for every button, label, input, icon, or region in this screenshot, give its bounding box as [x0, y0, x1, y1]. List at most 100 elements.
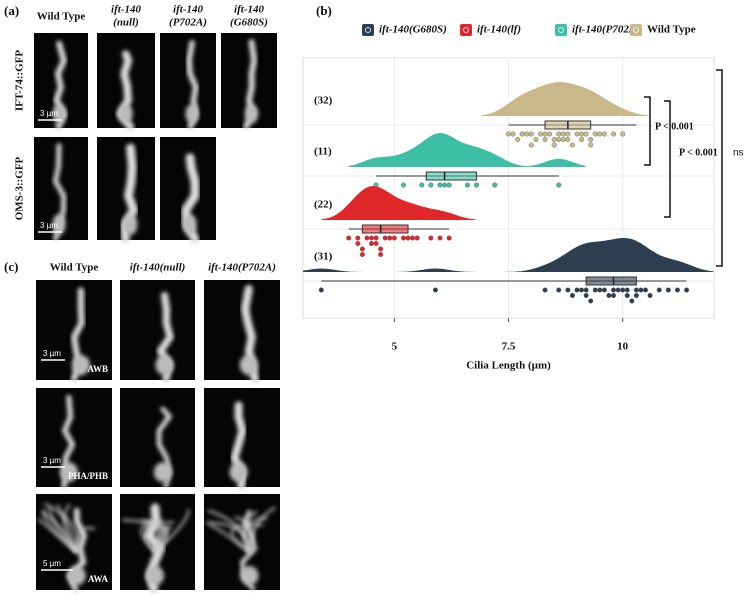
data-point [464, 182, 470, 188]
data-point [400, 235, 406, 241]
data-point [369, 235, 375, 241]
data-point [565, 136, 571, 142]
data-point [378, 246, 384, 252]
data-point [437, 182, 443, 188]
data-point [542, 136, 548, 142]
column-header: ift-140 [111, 4, 141, 16]
data-point [629, 298, 635, 304]
significance-bracket [716, 69, 723, 267]
data-point [410, 235, 416, 241]
data-point [510, 131, 516, 137]
scale-bar-label: 5 µm [43, 559, 61, 568]
data-point [579, 136, 585, 142]
data-point [542, 287, 548, 293]
data-point [519, 131, 525, 137]
x-tick-label: 5 [392, 341, 398, 353]
data-point [601, 287, 607, 293]
region-label: AWA [88, 574, 109, 584]
cilium-branch [208, 524, 251, 553]
cilium-branch [63, 503, 78, 553]
data-point [611, 131, 617, 137]
cilium-base [239, 355, 258, 375]
column-header: Wild Type [37, 11, 86, 23]
scale-bar-label: 3 µm [43, 349, 61, 358]
data-point [633, 293, 639, 299]
data-point [369, 240, 375, 246]
column-header: (null) [113, 17, 139, 29]
data-point [569, 293, 575, 299]
cilium-branch [234, 516, 254, 552]
data-point [391, 235, 397, 241]
data-point [560, 136, 566, 142]
cilium-base [52, 104, 66, 124]
cilium-base [123, 214, 138, 235]
cilium-branch [37, 517, 78, 553]
data-point [588, 298, 594, 304]
panel-label: (b) [316, 3, 332, 18]
significance-bracket [644, 96, 651, 166]
data-point [597, 131, 603, 137]
x-tick-label: 10 [617, 341, 629, 353]
data-point [378, 251, 384, 257]
group-count: (31) [314, 251, 333, 263]
cilium-base [153, 462, 172, 483]
data-point [437, 235, 443, 241]
significance-label: P < 0.001 [655, 121, 694, 132]
data-point [620, 287, 626, 293]
data-point [556, 136, 562, 142]
cilium-branch [75, 527, 96, 552]
data-point [565, 131, 571, 137]
legend-swatch [630, 24, 642, 36]
micrograph [36, 388, 112, 489]
column-header: ift-140 [173, 4, 203, 16]
data-point [674, 287, 680, 293]
data-point [620, 131, 626, 137]
data-point [583, 293, 589, 299]
data-point [355, 235, 361, 241]
group-count: (32) [314, 95, 333, 107]
data-point [528, 131, 534, 137]
density [321, 186, 477, 220]
data-point [551, 142, 557, 148]
panel-label: (a) [4, 3, 19, 18]
cilium-base [185, 104, 199, 124]
data-point [560, 131, 566, 137]
data-point [432, 287, 438, 293]
density [481, 82, 651, 116]
panel-label: (c) [4, 259, 18, 274]
micrograph [204, 280, 280, 384]
data-point [615, 287, 621, 293]
scale-bar-label: 3 µm [40, 221, 58, 230]
box [585, 276, 637, 286]
data-point [515, 136, 521, 142]
data-point [656, 287, 662, 293]
legend-symbol [365, 27, 371, 33]
column-header: (P702A) [169, 17, 207, 29]
data-point [446, 235, 452, 241]
column-header: Wild Type [50, 262, 99, 274]
micrograph [204, 388, 280, 490]
data-point [665, 287, 671, 293]
micrograph [36, 280, 112, 383]
region-label: PHA/PHB [68, 471, 108, 481]
cilium-branch [154, 509, 190, 553]
data-point [359, 251, 365, 257]
data-point [556, 131, 562, 137]
significance-bracket [664, 100, 671, 218]
data-point [405, 235, 411, 241]
cilium-base [146, 566, 165, 586]
density [348, 133, 587, 167]
micrograph [34, 33, 88, 130]
data-point [569, 142, 575, 148]
legend-swatch [555, 24, 567, 36]
data-point [533, 136, 539, 142]
legend-label: ift-140(P702A) [572, 24, 640, 36]
cilium-branch [154, 526, 172, 552]
data-point [574, 287, 580, 293]
micrograph [120, 388, 195, 489]
legend-label: ift-140(lf) [477, 24, 521, 36]
region-label: AWB [87, 364, 108, 374]
column-header: ift-140(P702A) [208, 262, 276, 274]
cilium-branch [55, 504, 78, 552]
data-point [346, 235, 352, 241]
